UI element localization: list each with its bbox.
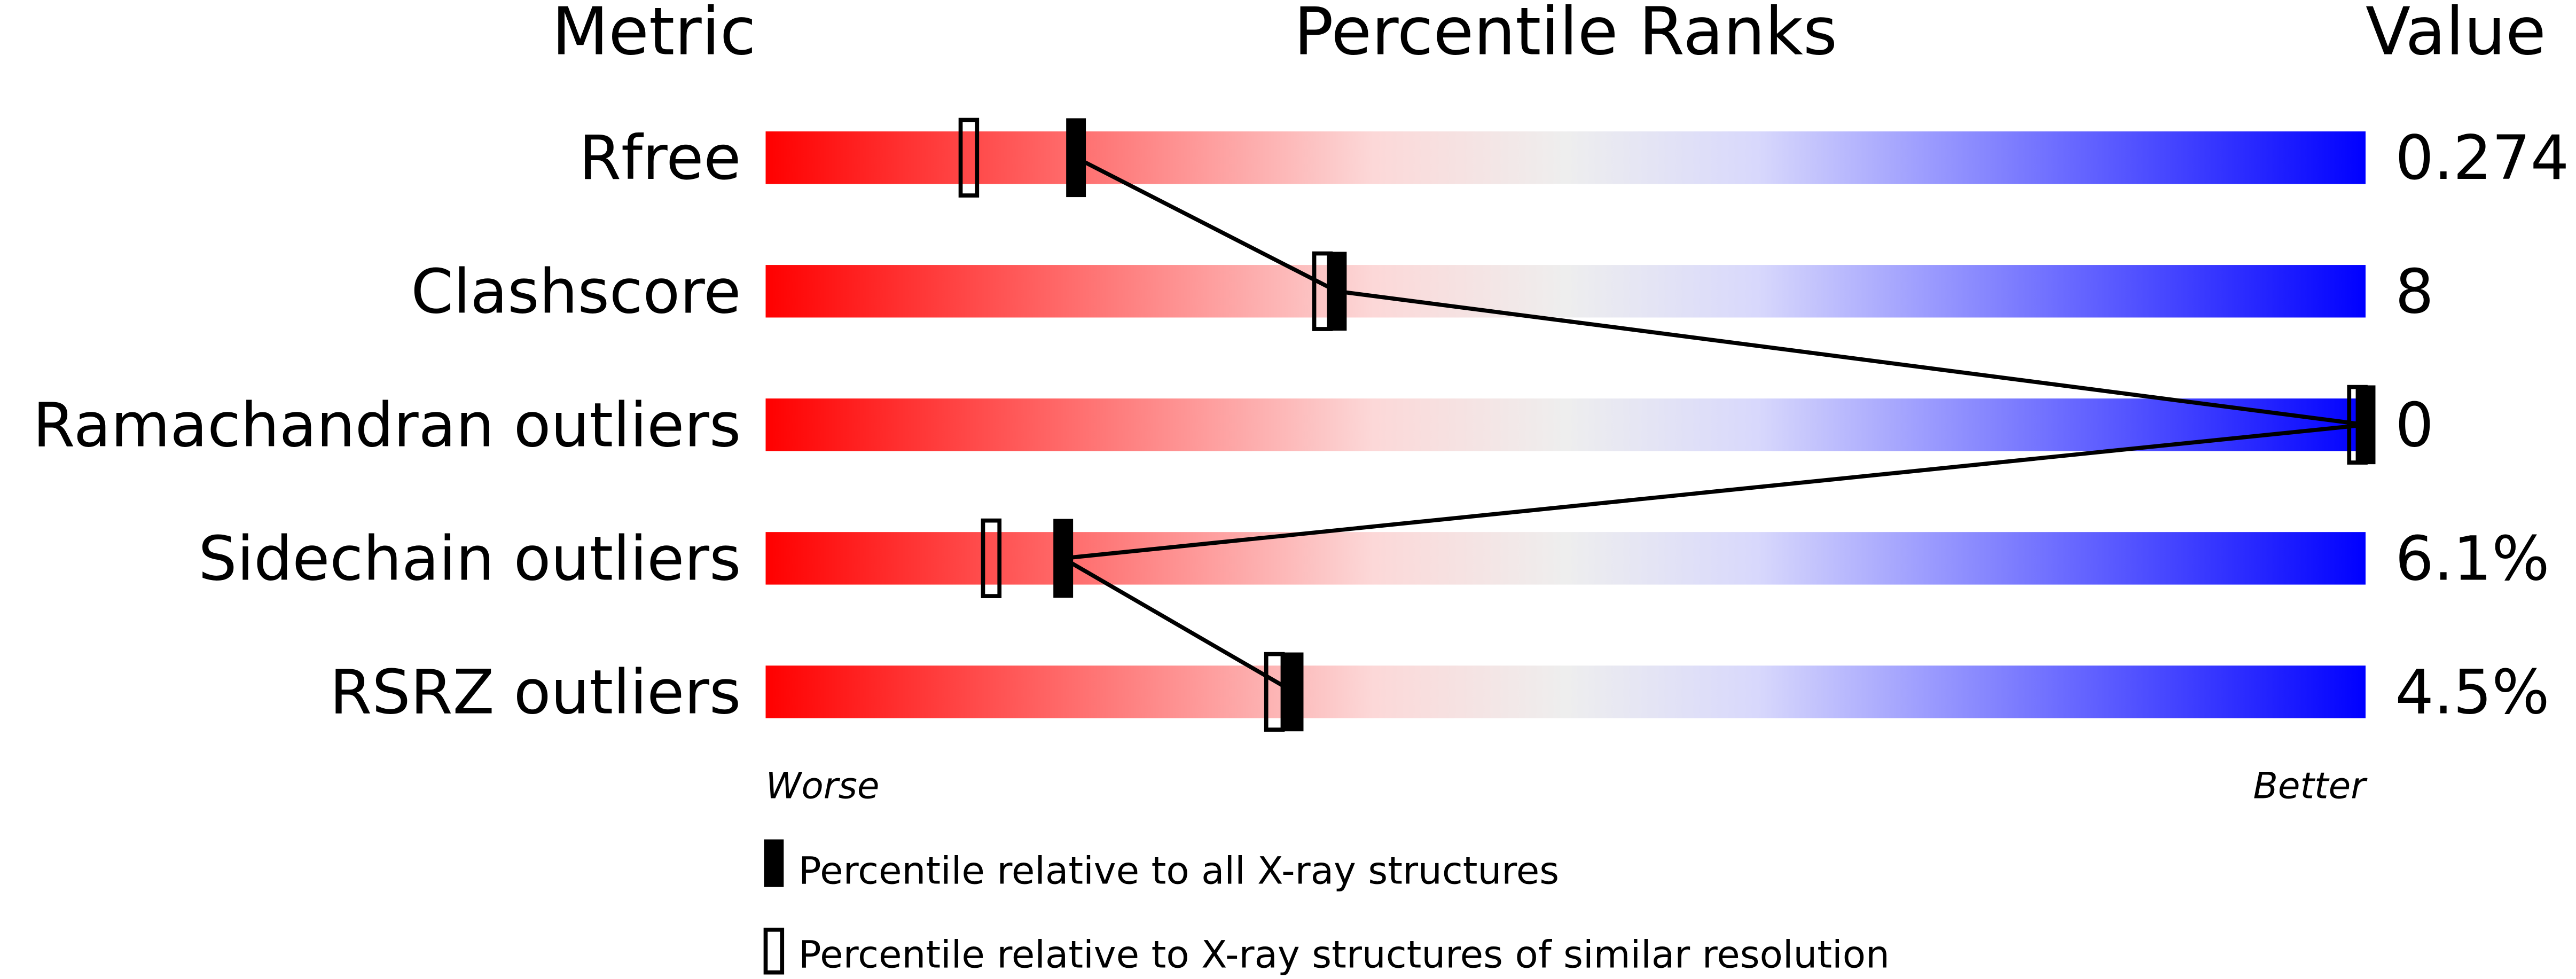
metric-value: 6.1% [2395,523,2549,594]
percentile-bar [765,265,2366,318]
connector-line [1075,155,1338,293]
percentile-bar [765,665,2366,718]
metric-label: Sidechain outliers [198,523,741,594]
metric-value: 0 [2395,389,2433,460]
connector-line [1062,557,1295,694]
legend-label-similar: Percentile relative to X-ray structures … [798,932,1890,976]
metric-label: Clashscore [411,256,741,327]
similar-resolution-marker [1264,652,1285,732]
header-percentile-ranks: Percentile Ranks [1294,0,1837,70]
metric-label: Rfree [579,122,741,193]
metric-value: 4.5% [2395,656,2549,727]
metric-value: 0.274 [2395,122,2569,193]
similar-resolution-marker [958,118,980,198]
similar-resolution-marker [981,518,1002,598]
metric-value: 8 [2395,256,2433,327]
legend-label-all: Percentile relative to all X-ray structu… [798,849,1559,893]
connector-line [1063,422,2366,561]
percentile-bar [765,532,2366,585]
legend-open-marker-icon [763,927,785,975]
header-metric: Metric [552,0,756,70]
header-value: Value [2366,0,2546,70]
all-structures-marker [1327,252,1347,331]
axis-label-worse: Worse [765,765,879,807]
connector-line [1336,289,2366,427]
all-structures-marker [2355,385,2376,465]
percentile-bar [765,398,2366,451]
all-structures-marker [1283,652,1304,732]
metric-label: RSRZ outliers [330,656,741,727]
legend-filled-marker-icon [764,839,784,887]
all-structures-marker [1066,118,1086,198]
all-structures-marker [1053,519,1074,598]
axis-label-better: Better [2253,765,2368,807]
percentile-bar [765,131,2366,184]
metric-label: Ramachandran outliers [33,389,741,460]
